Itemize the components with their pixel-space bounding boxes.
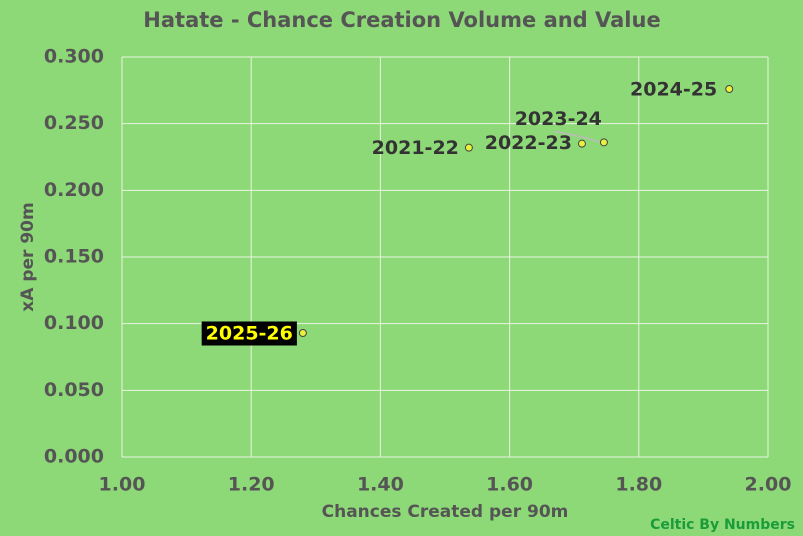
watermark: Celtic By Numbers bbox=[650, 517, 795, 533]
x-tick-label: 1.40 bbox=[357, 474, 404, 496]
y-tick-label: 0.250 bbox=[44, 112, 104, 134]
y-tick-label: 0.300 bbox=[44, 46, 104, 68]
x-axis-title: Chances Created per 90m bbox=[322, 502, 569, 522]
y-axis-title: xA per 90m bbox=[18, 202, 38, 311]
point-label: 2023-24 bbox=[515, 108, 602, 130]
x-tick-label: 1.20 bbox=[228, 474, 275, 496]
label-highlight bbox=[201, 321, 297, 346]
point bbox=[577, 139, 586, 148]
x-tick-label: 2.00 bbox=[745, 474, 792, 496]
chart-title: Hatate - Chance Creation Volume and Valu… bbox=[143, 8, 660, 32]
y-tick-label: 0.050 bbox=[44, 379, 104, 401]
point bbox=[725, 85, 734, 93]
y-tick-label: 0.100 bbox=[44, 312, 104, 334]
point bbox=[599, 138, 608, 147]
y-tick-label: 0.150 bbox=[44, 246, 104, 268]
y-tick-label: 0.200 bbox=[44, 179, 104, 201]
leader-line bbox=[553, 130, 601, 144]
point-label: 2025-26 bbox=[206, 323, 293, 345]
x-tick-label: 1.80 bbox=[615, 474, 662, 496]
point bbox=[464, 143, 473, 152]
y-tick-label: 0.000 bbox=[44, 446, 104, 468]
x-tick-label: 1.00 bbox=[99, 474, 146, 496]
x-tick-label: 1.60 bbox=[486, 474, 533, 496]
point-label: 2022-23 bbox=[485, 132, 572, 154]
point-label: 2021-22 bbox=[372, 137, 459, 159]
point-label: 2024-25 bbox=[630, 79, 717, 101]
point bbox=[298, 329, 307, 337]
